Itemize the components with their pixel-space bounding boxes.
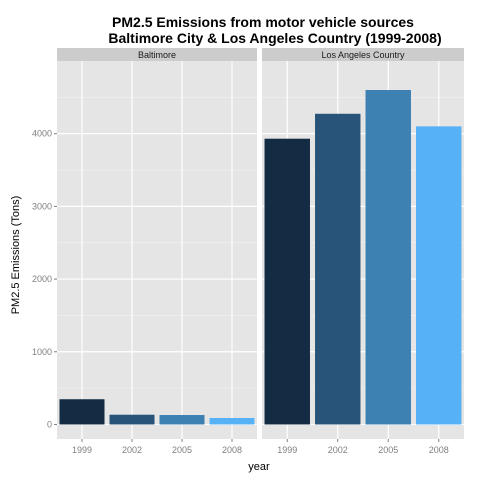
facet-strip-label: Los Angeles Country	[321, 50, 405, 60]
x-tick-label: 1999	[72, 445, 92, 455]
y-tick-label: 0	[47, 419, 52, 429]
x-tick-label: 2008	[429, 445, 449, 455]
facet-panel-1: Baltimore 1999 2002 2005 2008	[57, 48, 257, 455]
y-axis-title: PM2.5 Emissions (Tons)	[10, 196, 22, 315]
x-tick-label: 2005	[172, 445, 192, 455]
panel-background	[57, 61, 257, 439]
chart-title-line1: PM2.5 Emissions from motor vehicle sourc…	[112, 14, 414, 30]
x-tick-label: 1999	[277, 445, 297, 455]
facet-panel-2: Los Angeles Country 1999 2002 2005 2008	[262, 48, 464, 455]
x-tick-label: 2005	[378, 445, 398, 455]
y-tick-label: 1000	[32, 347, 52, 357]
x-tick-label: 2002	[328, 445, 348, 455]
bar-1999	[264, 138, 310, 425]
x-axis-title: year	[248, 461, 270, 473]
y-tick-label: 3000	[32, 201, 52, 211]
facet-strip	[57, 48, 257, 61]
x-tick-label: 2002	[122, 445, 142, 455]
bar-1999	[59, 399, 105, 425]
bar-2002	[315, 113, 361, 425]
chart-title-line2: Baltimore City & Los Angeles Country (19…	[108, 30, 441, 46]
y-tick-label: 4000	[32, 129, 52, 139]
x-tick-label: 2008	[222, 445, 242, 455]
facet-strip	[262, 48, 464, 61]
bar-2008	[209, 417, 255, 425]
bar-2002	[109, 414, 155, 425]
bar-2005	[159, 415, 205, 425]
facet-strip-label: Baltimore	[138, 50, 176, 60]
bar-2005	[365, 90, 411, 425]
bar-2008	[416, 126, 462, 425]
y-tick-label: 2000	[32, 274, 52, 284]
y-axis: 0 1000 2000 3000 4000	[32, 129, 57, 429]
